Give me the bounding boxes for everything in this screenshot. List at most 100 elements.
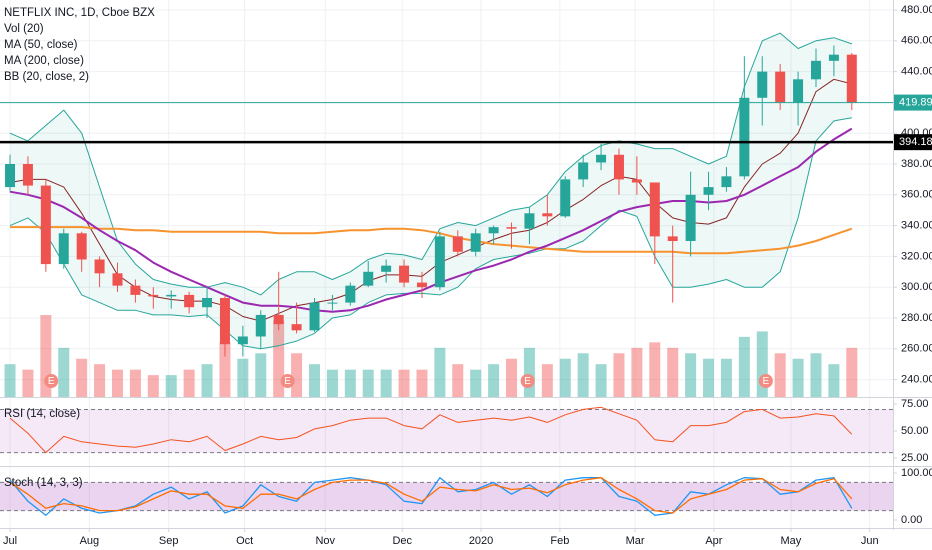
volume-bar [201, 364, 213, 397]
candle-body [578, 162, 589, 180]
candle-body [775, 71, 786, 103]
volume-bar [613, 353, 625, 397]
earnings-label: E [284, 376, 291, 387]
volume-bar [309, 364, 321, 397]
volume-bar [416, 369, 428, 397]
candle-body [828, 54, 839, 61]
earnings-label: E [763, 376, 770, 387]
candle-body [130, 285, 141, 295]
x-tick-label: Oct [236, 535, 253, 547]
candle-body [542, 213, 553, 217]
volume-bar [523, 347, 535, 397]
volume-bar [774, 353, 786, 397]
volume-bar [58, 347, 70, 397]
volume-bar [667, 347, 679, 397]
volume-bar [4, 364, 16, 397]
volume-bar [291, 353, 303, 397]
volume-bar [738, 336, 750, 397]
volume-bar [344, 369, 356, 397]
earnings-marker [758, 374, 773, 388]
volume-bar [129, 369, 141, 397]
price-label-box [894, 134, 932, 151]
volume-bar [452, 364, 464, 397]
x-tick-label: Feb [550, 535, 569, 547]
last-price-label: 419.89 [899, 96, 932, 108]
horizontal-line-label: 394.18 [899, 136, 932, 148]
candle-body [613, 154, 624, 180]
y-tick-label: 100.00 [901, 467, 932, 479]
candle-body [184, 294, 195, 308]
moving-average [9, 127, 853, 313]
volume-bar [488, 364, 500, 397]
volume-bar [559, 358, 571, 397]
candle-body [631, 179, 642, 183]
volume-bar [631, 347, 643, 397]
candle-body [40, 185, 51, 265]
candle-body [416, 282, 427, 288]
candle-body [94, 259, 105, 274]
candle-body [560, 179, 571, 217]
volume-bar [94, 364, 106, 397]
volume-bar [685, 353, 697, 397]
volume-bar [506, 358, 518, 397]
x-tick-label: 2020 [469, 535, 493, 547]
y-tick-label: 260.00 [901, 343, 932, 355]
candle-body [291, 324, 302, 331]
y-tick-label: 340.00 [901, 220, 932, 232]
volume-bar [165, 375, 177, 397]
volume-bar [595, 364, 607, 397]
x-tick-label: Apr [705, 535, 722, 547]
candle-body [596, 154, 607, 163]
candle-body [58, 233, 69, 265]
pane-title: Stoch (14, 3, 3) [4, 477, 83, 489]
candle-body [524, 213, 535, 229]
candle-body [452, 236, 463, 252]
candle-body [327, 302, 338, 304]
legend-entry: MA (50, close) [4, 39, 78, 51]
candle-body [685, 194, 696, 242]
volume-bar [40, 315, 52, 397]
volume-bar [111, 369, 123, 397]
volume-bar [362, 369, 374, 397]
x-tick-label: Aug [80, 535, 100, 547]
volume-bar [273, 320, 285, 397]
candle-body [22, 164, 33, 186]
candle-body [5, 164, 16, 188]
candle-body [703, 187, 714, 195]
volume-bar [255, 353, 267, 397]
legend-entry: MA (200, close) [4, 55, 84, 67]
volume-bar [703, 358, 715, 397]
volume-bar [398, 369, 410, 397]
y-tick-label: 320.00 [901, 250, 932, 262]
volume-bar [147, 375, 159, 397]
volume-bar [183, 369, 195, 397]
candle-body [470, 233, 481, 252]
x-tick-label: Sep [159, 535, 179, 547]
indicator-line [9, 406, 853, 454]
volume-bar [380, 369, 392, 397]
candle-body [166, 294, 177, 297]
pane-title: RSI (14, close) [4, 408, 80, 420]
bb-lower [9, 117, 852, 350]
x-tick-label: Jun [861, 535, 879, 547]
x-tick-label: Jul [3, 535, 17, 547]
y-tick-label: 440.00 [901, 66, 932, 78]
candle-body [739, 97, 750, 177]
y-tick-label: 50.00 [901, 425, 929, 437]
volume-bar [720, 358, 732, 397]
earnings-marker [280, 374, 295, 388]
y-tick-label: 240.00 [901, 374, 932, 386]
x-tick-label: Dec [392, 535, 412, 547]
y-tick-label: 380.00 [901, 158, 932, 170]
candle-body [810, 60, 821, 80]
volume-bar [756, 331, 768, 397]
volume-bar [326, 369, 338, 397]
y-tick-label: 300.00 [901, 281, 932, 293]
candle-body [846, 54, 857, 103]
candle-body [793, 79, 804, 103]
candle-body [112, 273, 123, 286]
legend-entry: Vol (20) [4, 23, 44, 35]
legend-entry: BB (20, close, 2) [4, 71, 89, 83]
candle-body [506, 227, 517, 229]
